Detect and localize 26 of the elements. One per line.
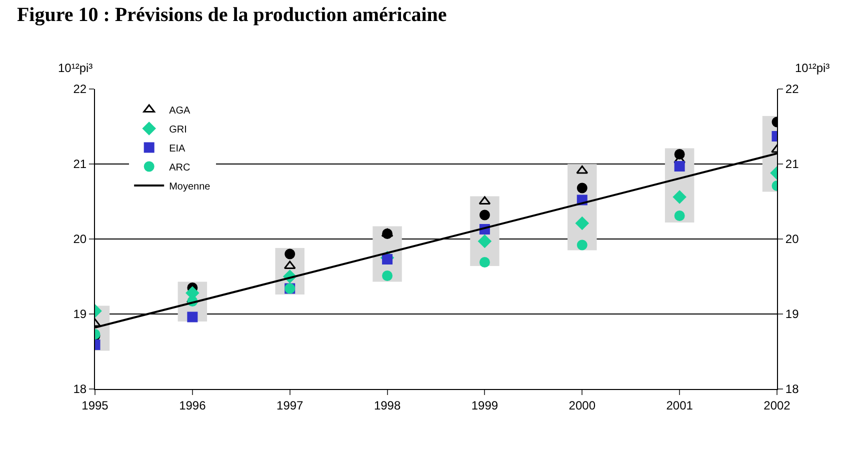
legend-label: ARC — [169, 162, 190, 174]
legend-label: Moyenne — [169, 181, 211, 192]
y-axis-title: 10¹²pi³ — [58, 61, 93, 75]
y2-tick-label: 21 — [785, 157, 800, 172]
x-tick-label: 2001 — [666, 398, 694, 412]
y2-axis-title: 10¹²pi³ — [795, 61, 830, 75]
y-tick-label: 20 — [73, 232, 87, 246]
legend-label: GRI — [169, 124, 187, 136]
x-tick-label: 1999 — [471, 398, 498, 412]
y-tick-label: 19 — [73, 307, 87, 322]
x-tick-label: 1995 — [82, 398, 109, 412]
y2-tick-label: 22 — [785, 82, 800, 96]
y2-tick-label: 19 — [785, 307, 800, 322]
x-tick-label: 2002 — [764, 398, 791, 412]
x-tick-label: 1996 — [179, 398, 206, 412]
y2-tick-label: 18 — [785, 382, 800, 396]
y2-tick-label: 20 — [785, 232, 800, 246]
y-tick-label: 21 — [73, 157, 87, 172]
legend-label: EIA — [169, 143, 186, 154]
y-tick-label: 18 — [73, 382, 87, 396]
x-tick-label: 2000 — [568, 398, 596, 412]
x-tick-label: 1998 — [374, 398, 401, 412]
y-tick-label: 22 — [73, 82, 87, 96]
legend-label: AGA — [169, 105, 191, 116]
chart-title: Figure 10 : Prévisions de la production américaine — [16, 4, 447, 26]
x-tick-label: 1997 — [276, 398, 304, 412]
